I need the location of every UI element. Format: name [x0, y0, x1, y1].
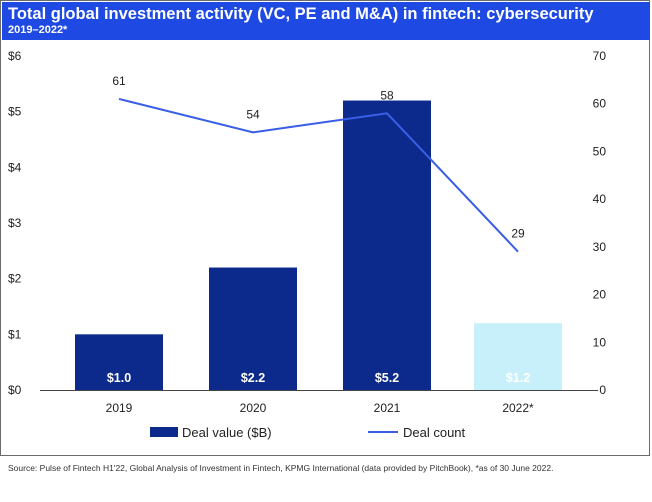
x-tick-label: 2020 [240, 401, 267, 415]
y-left-tick-label: $2 [8, 272, 22, 286]
legend-swatch-deal-value [150, 427, 178, 437]
y-left-tick-label: $5 [8, 105, 22, 119]
y-right-tick-label: 70 [593, 49, 607, 63]
y-right-tick-label: 0 [599, 383, 606, 397]
bar-deal-value [474, 323, 562, 390]
chart-title: Total global investment activity (VC, PE… [8, 5, 594, 23]
bar-value-label: $5.2 [375, 371, 399, 385]
y-left-tick-label: $3 [8, 216, 22, 230]
y-right-tick-label: 60 [593, 97, 607, 111]
line-point-label: 54 [246, 107, 260, 121]
chart-header: Total global investment activity (VC, PE… [2, 2, 650, 40]
source-note: Source: Pulse of Fintech H1'22, Global A… [8, 463, 554, 473]
y-left-tick-label: $4 [8, 160, 22, 174]
line-point-label: 58 [380, 88, 394, 102]
bar-deal-value [75, 334, 163, 390]
x-tick-label: 2021 [374, 401, 401, 415]
chart-subtitle: 2019–2022* [8, 24, 68, 36]
line-point-label: 61 [112, 74, 126, 88]
x-tick-label: 2019 [106, 401, 133, 415]
y-left-tick-label: $1 [8, 327, 22, 341]
y-right-tick-label: 50 [593, 144, 607, 158]
bar-value-label: $1.0 [107, 371, 131, 385]
line-deal-count [118, 97, 519, 253]
x-tick-label: 2022* [502, 401, 534, 415]
bar-deal-value [209, 267, 297, 390]
y-right-tick-label: 20 [593, 288, 607, 302]
legend-label-deal-count: Deal count [403, 425, 466, 440]
bar-value-label: $2.2 [241, 371, 265, 385]
y-right-tick-label: 40 [593, 192, 607, 206]
y-left-tick-label: $0 [8, 383, 22, 397]
y-right-tick-label: 30 [593, 240, 607, 254]
chart-canvas: $0 $1 $2 $3 $4 $5 $6 0 10 20 30 40 50 60 70 $1.0 $2.2 $5.… [8, 49, 607, 440]
legend-label-deal-value: Deal value ($B) [182, 425, 272, 440]
bar-deal-value [343, 100, 431, 391]
y-left-tick-label: $6 [8, 49, 22, 63]
y-right-tick-label: 10 [593, 335, 607, 349]
bar-value-label: $1.2 [506, 371, 530, 385]
line-point-label: 29 [511, 227, 525, 241]
